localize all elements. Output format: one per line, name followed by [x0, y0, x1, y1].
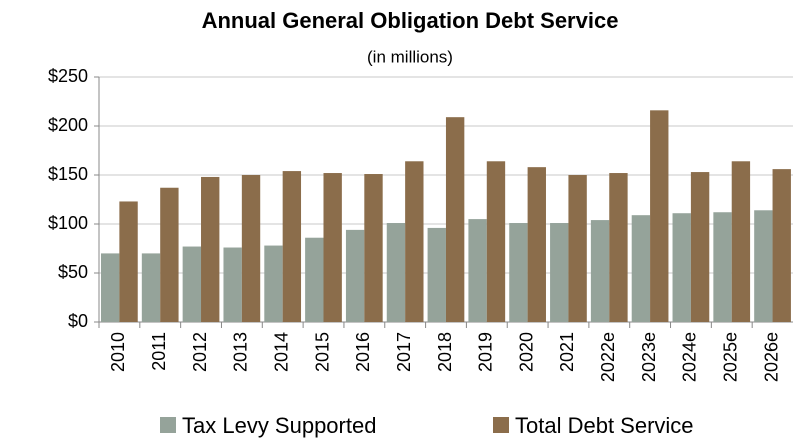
bar — [323, 173, 342, 322]
x-tick-label: 2020 — [516, 332, 536, 372]
x-tick-label: 2018 — [435, 332, 455, 372]
bar — [223, 247, 242, 322]
x-tick-label: 2014 — [271, 332, 291, 372]
bar — [527, 167, 546, 322]
x-tick-label: 2024e — [680, 332, 700, 382]
bar — [427, 227, 446, 322]
x-tick-label: 2016 — [353, 332, 373, 372]
bar — [405, 161, 424, 322]
y-tick-label: $150 — [48, 164, 88, 184]
y-tick-label: $250 — [48, 66, 88, 86]
bar — [264, 245, 283, 322]
bar — [731, 161, 751, 322]
bar — [160, 187, 179, 322]
bar — [509, 223, 528, 322]
bar — [609, 173, 628, 322]
bar — [201, 176, 220, 322]
bar — [119, 201, 138, 322]
bar — [590, 220, 610, 322]
bar — [141, 253, 161, 322]
bar — [690, 172, 710, 322]
y-tick-label: $50 — [58, 262, 88, 282]
bar — [486, 161, 506, 322]
legend-swatch — [493, 417, 509, 433]
x-tick-label: 2017 — [394, 332, 414, 372]
bar — [631, 215, 651, 322]
bar — [241, 175, 261, 322]
bar — [182, 246, 202, 322]
y-tick-label: $100 — [48, 213, 88, 233]
bar — [345, 229, 365, 322]
bar — [713, 212, 732, 322]
bar — [754, 210, 773, 322]
bar — [305, 237, 324, 322]
y-tick-label: $0 — [68, 311, 88, 331]
x-tick-label: 2015 — [312, 332, 332, 372]
x-tick-label: 2026e — [761, 332, 781, 382]
chart-title: Annual General Obligation Debt Service — [202, 8, 619, 33]
legend-label: Total Debt Service — [515, 413, 694, 438]
bar — [101, 253, 120, 322]
bar — [364, 174, 383, 322]
x-tick-label: 2022e — [598, 332, 618, 382]
bar — [650, 110, 669, 322]
bar — [672, 213, 691, 322]
x-tick-label: 2011 — [149, 332, 169, 371]
legend-label: Tax Levy Supported — [182, 413, 376, 438]
x-tick-label: 2010 — [108, 332, 128, 372]
bar — [568, 175, 587, 322]
bar — [772, 169, 791, 322]
chart-subtitle: (in millions) — [367, 47, 453, 66]
x-tick-label: 2019 — [476, 332, 496, 372]
x-tick-label: 2021 — [557, 332, 577, 372]
bar — [386, 223, 406, 322]
x-tick-label: 2025e — [721, 332, 741, 382]
x-tick-label: 2012 — [190, 332, 210, 372]
x-tick-label: 2023e — [639, 332, 659, 382]
x-tick-label: 2013 — [231, 332, 251, 372]
y-tick-label: $200 — [48, 115, 88, 135]
bar — [282, 171, 302, 322]
bar — [445, 117, 465, 323]
bar — [550, 223, 569, 322]
legend-swatch — [160, 417, 176, 433]
bar — [468, 219, 487, 322]
